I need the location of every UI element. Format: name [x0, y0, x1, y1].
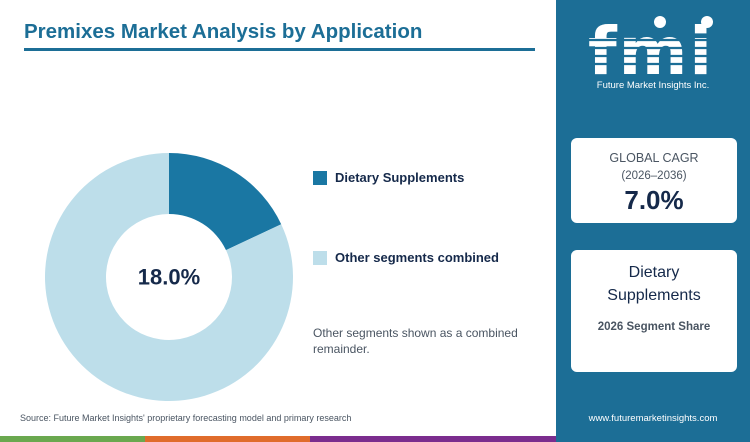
donut-slice-dietary-supplements	[169, 153, 282, 251]
source-text: Source: Future Market Insights' propriet…	[20, 413, 352, 423]
website-link[interactable]: www.futuremarketinsights.com	[588, 413, 718, 424]
donut-slices	[44, 153, 293, 401]
legend-label: Dietary Supplements	[335, 170, 465, 185]
legend-item-dietary-supplements: Dietary Supplements	[313, 170, 464, 185]
legend-label: Other segments combined	[335, 250, 499, 265]
cagr-period: (2026–2036)	[621, 170, 687, 182]
legend-swatch-other-segments	[313, 250, 327, 265]
legend-item-other-segments: Other segments combined	[313, 250, 499, 265]
fmi-logo: fmi	[576, 13, 726, 90]
donut-slice-other-segments-combined	[44, 153, 293, 401]
logo-tagline: Future Market Insights Inc.	[596, 80, 710, 91]
segment-card: Dietary Supplements 2026 Segment Share	[571, 250, 737, 372]
bottom-bar-segment	[0, 436, 145, 442]
cagr-label: GLOBAL CAGR	[609, 151, 699, 165]
cagr-value: 7.0%	[624, 185, 684, 215]
donut-center-label: 18.0%	[138, 265, 200, 290]
donut-chart: 18.0%	[44, 153, 293, 401]
legend-swatch-dietary-supplements	[313, 170, 327, 185]
bottom-color-bar	[0, 436, 750, 442]
segment-name: Dietary Supplements	[607, 264, 701, 304]
bottom-bar-segment	[145, 436, 310, 442]
logo-wordmark: fmi	[588, 13, 714, 90]
page-title: Premixes Market Analysis by Application	[24, 20, 423, 43]
cagr-card: GLOBAL CAGR (2026–2036) 7.0%	[571, 138, 737, 223]
bottom-bar-segment	[556, 436, 750, 442]
segment-subtitle: 2026 Segment Share	[597, 321, 711, 333]
chart-note: Other segments shown as a combined remai…	[313, 326, 518, 356]
title-underline	[24, 48, 535, 51]
bottom-bar-segment	[310, 436, 556, 442]
main-panel: Premixes Market Analysis by Application …	[20, 20, 535, 423]
logo-face-icon	[701, 16, 713, 28]
logo-face-icon	[654, 16, 666, 28]
